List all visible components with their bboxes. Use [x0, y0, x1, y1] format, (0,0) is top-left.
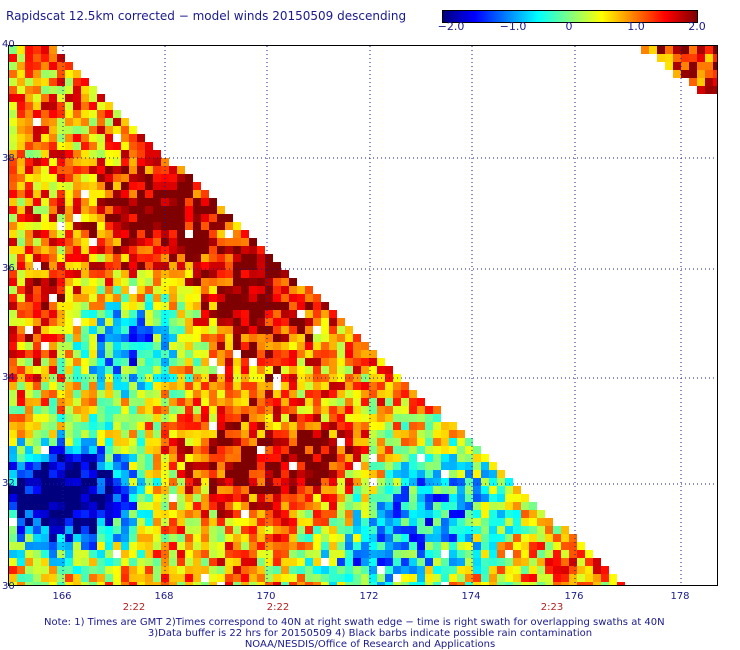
colorbar-tick: −1.0: [499, 20, 527, 33]
time-label: 2:23: [540, 602, 564, 613]
wind-difference-grid: [9, 46, 717, 585]
colorbar: [442, 10, 698, 23]
note-line-1: Note: 1) Times are GMT 2)Times correspon…: [44, 617, 665, 628]
x-tick-label: 176: [564, 591, 584, 602]
y-tick-label: 32: [2, 478, 15, 489]
y-tick-label: 38: [2, 153, 15, 164]
map-plot: [8, 45, 718, 586]
x-tick-label: 170: [256, 591, 276, 602]
note-line-2: 3)Data buffer is 22 hrs for 20150509 4) …: [147, 628, 593, 639]
x-tick-label: 166: [52, 591, 72, 602]
note-line-3: NOAA/NESDIS/Office of Research and Appli…: [244, 639, 496, 650]
x-tick-label: 172: [359, 591, 379, 602]
time-label: 2:22: [122, 602, 146, 613]
y-tick-label: 36: [2, 263, 15, 274]
colorbar-tick: 0: [565, 20, 573, 33]
map-title: Rapidscat 12.5km corrected − model winds…: [6, 9, 407, 23]
y-tick-label: 34: [2, 372, 15, 383]
time-label: 2:22: [266, 602, 290, 613]
x-tick-label: 174: [461, 591, 481, 602]
colorbar-tick: 1.0: [627, 20, 645, 33]
colorbar-tick: −2.0: [437, 20, 465, 33]
colorbar-tick: 2.0: [688, 20, 706, 33]
y-tick-label: 30: [2, 581, 15, 592]
y-tick-label: 40: [2, 39, 15, 50]
x-tick-label: 178: [670, 591, 690, 602]
x-tick-label: 168: [154, 591, 174, 602]
